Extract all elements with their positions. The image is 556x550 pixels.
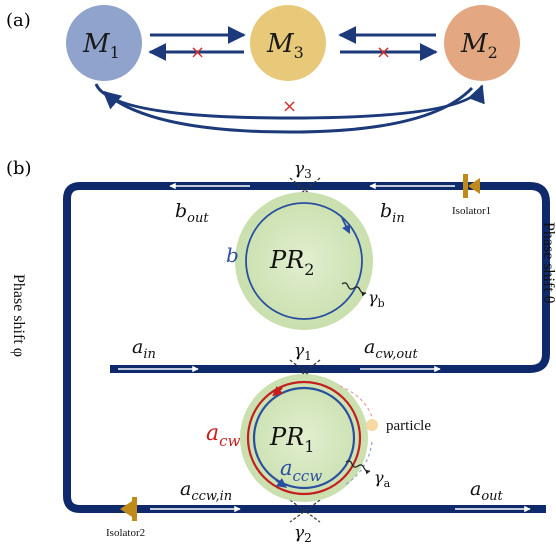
particle-dot: [366, 419, 378, 431]
node-m1-label: M1: [82, 29, 120, 62]
cross-m3-m1: ×: [190, 42, 205, 63]
ring-pr1-cw-arrow: [272, 385, 284, 397]
decay-gamma-b-arrow: [341, 282, 367, 297]
arrow-m2-to-m1: [102, 86, 474, 134]
node-m2-circle: [444, 5, 520, 81]
gamma3-label: γ3: [294, 159, 312, 181]
node-m2: M2: [444, 5, 520, 81]
cross-m3-m2: ×: [376, 42, 391, 63]
outer-waveguide: [63, 182, 546, 513]
ring-pr2-glow: [235, 192, 373, 330]
a-out-label: aout: [470, 478, 504, 504]
node-m1: M1: [66, 5, 142, 81]
middle-waveguide: [110, 182, 550, 373]
node-m3-label: M3: [266, 29, 304, 62]
ring-pr1-glow: [240, 374, 368, 502]
node-m3-circle: [250, 5, 326, 81]
decay-gamma-a-arrow: [345, 460, 371, 475]
b-out-label: bout: [175, 200, 209, 226]
ring-pr1: PR1: [240, 374, 368, 502]
isolator1: [463, 174, 480, 198]
a-ccw-label: accw: [280, 456, 322, 485]
ring-pr2-loop: [245, 202, 363, 320]
ring-pr2-label: PR2: [269, 246, 314, 279]
a-cw-label: acw: [206, 421, 241, 450]
gamma-b-label: γb: [368, 288, 385, 310]
ring-pr1-label: PR1: [269, 423, 314, 456]
node-m3: M3: [250, 5, 326, 81]
coupling-gamma2: [289, 499, 321, 523]
panel-b-label: (b): [6, 158, 32, 179]
a-ccw-in-label: accw,in: [180, 478, 232, 504]
scatter-arc-upper: [339, 385, 377, 429]
ring-pr2-direction-arrow: [341, 217, 351, 235]
b-mode-label: b: [226, 243, 239, 267]
panel-a-label: (a): [6, 10, 31, 31]
cross-m2-m1: ×: [282, 96, 297, 117]
isolator2: [120, 497, 137, 521]
isolator1-label: Isolator1: [452, 205, 491, 217]
node-m1-circle: [66, 5, 142, 81]
gamma1-label: γ1: [294, 341, 312, 363]
phase-shift-theta-label: Phase shift θ: [540, 222, 556, 303]
isolator2-label: Isolator2: [106, 527, 145, 539]
ring-pr2: PR2: [235, 192, 373, 330]
node-m2-label: M2: [460, 29, 498, 62]
phase-shift-phi-label: Phase shift φ: [10, 274, 27, 357]
gamma-a-label: γa: [374, 468, 391, 490]
ring-pr1-ccw-arrow: [275, 478, 288, 488]
a-in-label: ain: [132, 336, 156, 362]
gamma2-label: γ2: [294, 523, 312, 545]
particle-label: particle: [386, 418, 431, 434]
ring-pr1-cw-loop: [246, 380, 362, 496]
ring-pr1-ccw-loop: [252, 386, 356, 490]
a-cw-out-label: acw,out: [364, 336, 419, 362]
b-in-label: bin: [380, 200, 405, 226]
